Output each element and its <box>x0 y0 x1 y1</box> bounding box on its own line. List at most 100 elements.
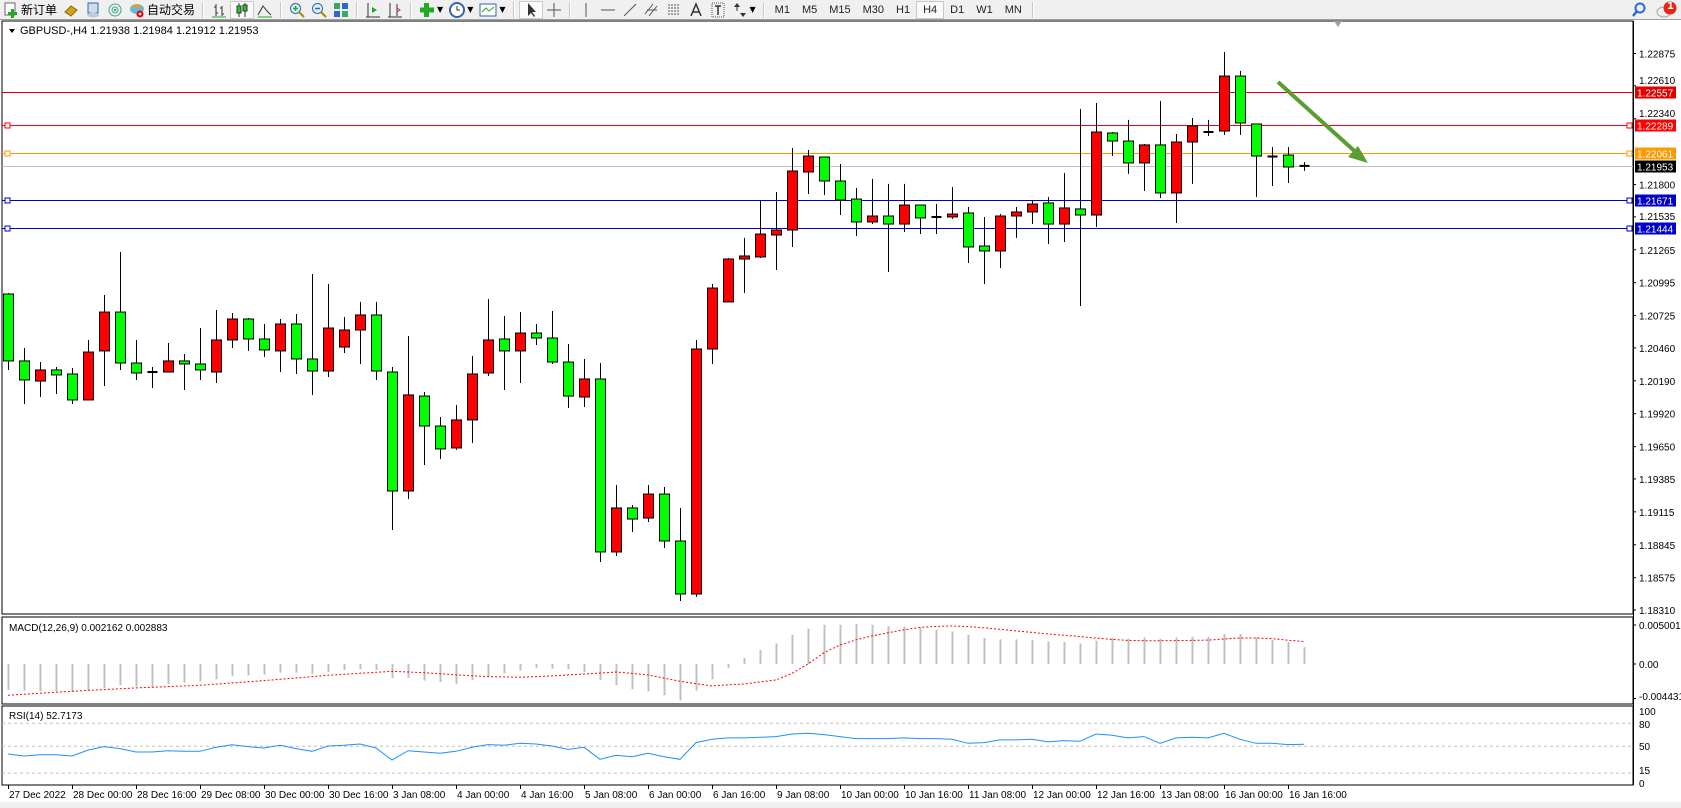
candle <box>1171 133 1182 223</box>
collapse-triangle-icon[interactable] <box>9 29 15 33</box>
candle <box>691 339 702 597</box>
text-label-tool[interactable] <box>707 1 729 19</box>
dropdown-arrow-icon: ▼ <box>467 5 474 14</box>
auto-trading-button[interactable]: 自动交易 <box>126 1 198 19</box>
level-handle-right <box>1626 150 1633 157</box>
channel-tool[interactable] <box>641 1 663 19</box>
separator <box>280 1 283 18</box>
candle <box>979 216 990 285</box>
candle-body <box>307 358 318 372</box>
candle <box>467 355 478 443</box>
level-handle-right <box>1626 122 1633 129</box>
channel-icon <box>644 3 657 16</box>
price-label: 1.19920 <box>1639 410 1676 421</box>
arrows-icon <box>733 2 746 17</box>
horizontal-line-tool[interactable] <box>597 1 619 19</box>
candle-body <box>531 332 542 339</box>
market-watch-button[interactable] <box>60 1 82 19</box>
candle <box>563 343 574 408</box>
text-tool[interactable] <box>685 1 707 19</box>
dropdown-arrow-icon: ▼ <box>499 5 506 14</box>
time-label: 6 Jan 00:00 <box>649 790 702 801</box>
signals-button[interactable] <box>104 1 126 19</box>
timeframe-m1[interactable]: M1 <box>774 3 790 16</box>
rsi-axis-label: 80 <box>1639 720 1651 731</box>
zoom-in-button[interactable] <box>286 1 308 19</box>
price-label: 1.20190 <box>1639 377 1676 388</box>
vertical-line-tool[interactable] <box>575 1 597 19</box>
candle-body <box>115 311 126 364</box>
chart-shift-button[interactable] <box>384 1 406 19</box>
candle-body <box>995 215 1006 252</box>
timeframe-w1[interactable]: W1 <box>976 3 993 16</box>
candle <box>947 186 958 219</box>
signal-icon <box>108 3 122 16</box>
terminal-button[interactable] <box>82 1 104 19</box>
candle <box>755 200 766 259</box>
candle-body <box>1107 132 1118 142</box>
candle-body <box>659 493 670 542</box>
time-label: 3 Jan 08:00 <box>393 790 446 801</box>
candle <box>611 485 622 556</box>
timeframe-h4[interactable]: H4 <box>916 0 945 19</box>
search-icon[interactable] <box>1631 2 1647 18</box>
tile-windows-button[interactable] <box>330 1 352 19</box>
zoom-out-button[interactable] <box>308 1 330 19</box>
timeframe-m5[interactable]: M5 <box>801 3 818 16</box>
cursor-tool[interactable] <box>518 0 543 19</box>
price-tag-bg <box>1635 147 1676 160</box>
clock-icon <box>449 1 466 18</box>
timeframe-mn[interactable]: MN <box>1004 3 1022 16</box>
bar-chart-button[interactable] <box>208 1 230 19</box>
candle <box>83 339 94 401</box>
candle-body <box>675 540 686 595</box>
timeframe-m15[interactable]: M15 <box>829 3 851 16</box>
crosshair-tool[interactable] <box>543 1 565 19</box>
candle <box>595 363 606 562</box>
price-axis: 1.22875 1.22610 1.22340 1.21800 1.21535 1.212… <box>1633 21 1676 785</box>
new-order-button[interactable]: 新订单 <box>0 1 60 19</box>
periods-button[interactable]: ▼ <box>446 1 476 19</box>
candlestick-chart-button[interactable] <box>230 0 255 19</box>
auto-scroll-button[interactable] <box>362 1 384 19</box>
candle-body <box>563 361 574 397</box>
fibonacci-icon <box>667 4 680 14</box>
rsi-axis-label: 100 <box>1639 707 1656 718</box>
auto-trading-label: 自动交易 <box>147 3 196 17</box>
timeframe-h1[interactable]: H1 <box>896 3 911 16</box>
indicators-button[interactable]: ▼ <box>416 1 446 19</box>
candle <box>1203 119 1214 137</box>
price-label: 1.22875 <box>1639 50 1676 61</box>
trendline-tool[interactable] <box>619 1 641 19</box>
time-axis: 27 Dec 2022 28 Dec 00:00 28 Dec 16:00 29 De… <box>8 785 1347 801</box>
candle <box>1139 143 1150 192</box>
horizontal-levels[interactable] <box>2 92 1633 232</box>
candle <box>371 301 382 380</box>
candle-body <box>67 373 78 401</box>
price-label: 1.18575 <box>1639 574 1676 585</box>
fibonacci-tool[interactable] <box>663 1 685 19</box>
level-handle-right <box>1626 225 1633 232</box>
chart-shift-marker-icon[interactable] <box>1334 21 1342 27</box>
time-label: 12 Jan 00:00 <box>1033 790 1091 801</box>
candle <box>707 284 718 364</box>
candle <box>419 392 430 466</box>
candle <box>819 156 830 196</box>
price-tag-text: 1.21953 <box>1637 163 1674 174</box>
candle <box>451 404 462 450</box>
price-label: 1.21265 <box>1639 246 1676 257</box>
templates-button[interactable]: ▼ <box>476 1 508 19</box>
timeframe-d1[interactable]: D1 <box>950 3 965 16</box>
time-label: 4 Jan 16:00 <box>521 790 574 801</box>
arrows-tool[interactable]: ▼ <box>729 1 759 19</box>
line-chart-button[interactable] <box>254 1 276 19</box>
candle-body <box>243 318 254 340</box>
macd-axis-label: 0.00 <box>1639 660 1659 671</box>
notifications-button[interactable]: 1 <box>1655 1 1677 19</box>
candle-body <box>739 255 750 260</box>
candle-body <box>547 337 558 363</box>
trend-arrow[interactable] <box>1276 80 1368 163</box>
template-icon <box>479 3 497 16</box>
timeframe-m30[interactable]: M30 <box>862 3 885 16</box>
